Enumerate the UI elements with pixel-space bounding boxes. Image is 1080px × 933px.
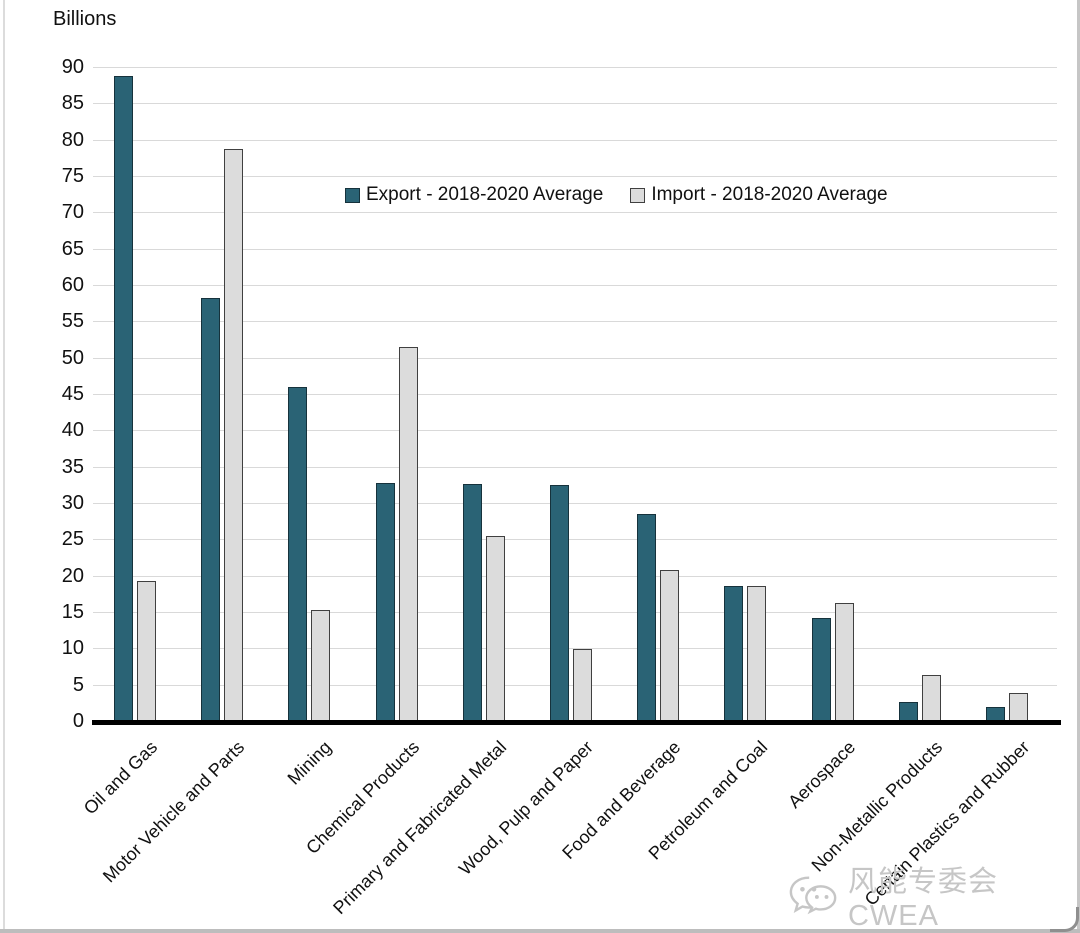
x-category-label: Mining — [283, 737, 336, 789]
gridline-50 — [93, 358, 1057, 359]
gridline-20 — [93, 576, 1057, 577]
export-bar-9 — [899, 702, 918, 723]
export-bar-10 — [986, 707, 1005, 723]
export-bar-3 — [376, 483, 395, 723]
y-tick-label: 0 — [72, 710, 84, 732]
gridline-10 — [93, 648, 1057, 649]
x-category-label: Motor Vehicle and Parts — [98, 737, 249, 887]
export-bar-1 — [201, 298, 220, 723]
legend-label-export: Export - 2018-2020 Average — [366, 184, 604, 205]
import-bar-0 — [137, 581, 156, 723]
y-tick-label: 55 — [61, 310, 84, 332]
gridline-70 — [93, 212, 1057, 213]
y-tick-label: 85 — [61, 92, 84, 114]
export-bar-8 — [812, 618, 831, 723]
export-bar-7 — [724, 586, 743, 723]
import-bar-5 — [573, 649, 592, 723]
export-bar-0 — [114, 76, 133, 723]
export-bar-2 — [288, 387, 307, 723]
legend-item-export: Export - 2018-2020 Average — [345, 184, 603, 206]
y-tick-label: 75 — [61, 165, 84, 187]
y-axis-title: Billions — [53, 8, 117, 30]
export-bar-4 — [463, 484, 482, 723]
import-bar-3 — [399, 347, 418, 723]
y-tick-label: 5 — [72, 674, 84, 696]
gridline-45 — [93, 394, 1057, 395]
y-tick-label: 70 — [61, 201, 84, 223]
x-category-label: Oil and Gas — [79, 737, 162, 819]
watermark: 风能专委会CWEA — [788, 858, 1080, 933]
gridline-55 — [93, 321, 1057, 322]
import-swatch-icon — [630, 187, 646, 203]
y-tick-label: 25 — [61, 528, 84, 550]
legend-label-import: Import - 2018-2020 Average — [651, 184, 888, 205]
gridline-90 — [93, 67, 1057, 68]
y-tick-label: 80 — [61, 129, 84, 151]
y-tick-label: 20 — [61, 565, 84, 587]
watermark-text: 风能专委会CWEA — [847, 866, 998, 932]
y-tick-label: 90 — [61, 56, 84, 78]
y-tick-label: 45 — [61, 383, 84, 405]
gridline-25 — [93, 539, 1057, 540]
gridline-35 — [93, 467, 1057, 468]
gridline-85 — [93, 103, 1057, 104]
import-bar-9 — [922, 675, 941, 723]
export-swatch-icon — [345, 187, 360, 203]
y-tick-label: 60 — [61, 274, 84, 296]
export-bar-6 — [637, 514, 656, 723]
gridline-15 — [93, 612, 1057, 613]
import-bar-1 — [224, 149, 243, 723]
import-bar-4 — [486, 536, 505, 723]
gridline-75 — [93, 176, 1057, 177]
import-bar-7 — [747, 586, 766, 723]
rounded-corner-decoration — [1050, 907, 1079, 932]
wechat-icon — [789, 876, 837, 914]
legend: Export - 2018-2020 Average Import - 2018… — [345, 184, 888, 206]
gridline-65 — [93, 249, 1057, 250]
right-edge-line — [1077, 0, 1080, 933]
import-bar-8 — [835, 603, 854, 723]
import-bar-10 — [1009, 693, 1028, 723]
import-bar-2 — [311, 610, 330, 723]
y-tick-label: 50 — [61, 347, 84, 369]
bottom-edge-line — [0, 929, 1080, 933]
y-tick-label: 35 — [61, 456, 84, 478]
y-tick-label: 10 — [61, 637, 84, 659]
y-tick-label: 15 — [61, 601, 84, 623]
gridline-80 — [93, 140, 1057, 141]
y-tick-label: 65 — [61, 238, 84, 260]
x-axis-line — [92, 720, 1061, 725]
left-edge-line — [3, 0, 5, 933]
export-bar-5 — [550, 485, 569, 723]
gridline-40 — [93, 430, 1057, 431]
legend-item-import: Import - 2018-2020 Average — [630, 184, 888, 206]
gridline-60 — [93, 285, 1057, 286]
x-category-label: Primary and Fabricated Metal — [329, 737, 511, 919]
gridline-30 — [93, 503, 1057, 504]
import-bar-6 — [660, 570, 679, 723]
x-category-label: Aerospace — [784, 737, 860, 812]
y-tick-label: 30 — [61, 492, 84, 514]
y-tick-label: 40 — [61, 419, 84, 441]
